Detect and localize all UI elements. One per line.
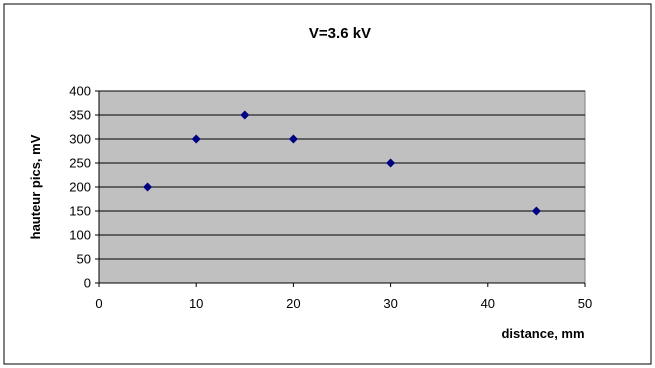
y-tick-label: 250 bbox=[69, 156, 91, 171]
data-points bbox=[143, 110, 541, 216]
y-tick-label: 0 bbox=[84, 276, 91, 291]
data-point-diamond bbox=[191, 134, 201, 144]
data-point-diamond bbox=[531, 206, 541, 216]
y-axis-ticks: 0 50 100 150 200 250 300 350 400 bbox=[69, 84, 99, 291]
y-tick-label: 150 bbox=[69, 204, 91, 219]
y-axis-label: hauteur pics, mV bbox=[28, 134, 43, 239]
x-axis-ticks: 0 10 20 30 40 50 bbox=[95, 283, 592, 311]
data-point-diamond bbox=[240, 110, 250, 120]
x-tick-label: 0 bbox=[95, 296, 102, 311]
y-tick-label: 350 bbox=[69, 108, 91, 123]
chart-title: V=3.6 kV bbox=[309, 25, 371, 42]
gridlines bbox=[99, 90, 585, 260]
data-point-diamond bbox=[143, 182, 153, 192]
x-tick-label: 50 bbox=[578, 296, 592, 311]
y-tick-label: 400 bbox=[69, 84, 91, 99]
x-tick-label: 10 bbox=[189, 296, 203, 311]
y-tick-label: 300 bbox=[69, 132, 91, 147]
x-tick-label: 30 bbox=[383, 296, 397, 311]
x-tick-label: 20 bbox=[286, 296, 300, 311]
y-tick-label: 100 bbox=[69, 228, 91, 243]
x-axis-label: distance, mm bbox=[501, 326, 584, 341]
y-tick-label: 200 bbox=[69, 180, 91, 195]
x-tick-label: 40 bbox=[481, 296, 495, 311]
data-point-diamond bbox=[288, 134, 298, 144]
data-point-diamond bbox=[386, 158, 396, 168]
y-tick-label: 50 bbox=[77, 252, 91, 267]
